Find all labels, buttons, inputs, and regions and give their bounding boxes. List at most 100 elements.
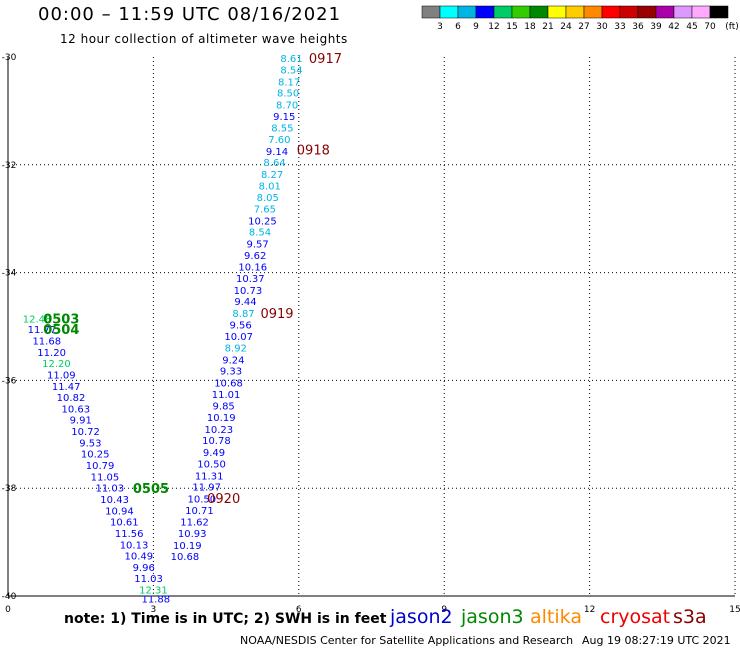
credit-line: NOAA/NESDIS Center for Satellite Applica…	[240, 634, 574, 647]
swh-value-label: 10.25	[248, 216, 277, 227]
swh-value-label: 9.44	[234, 297, 256, 308]
x-tick-label: 6	[296, 605, 302, 615]
color-scale-label: 36	[632, 22, 644, 32]
color-scale-label: 6	[455, 22, 461, 32]
color-scale-label: 3	[437, 22, 443, 32]
color-scale-swatch	[709, 5, 729, 19]
color-scale-swatch	[619, 5, 639, 19]
x-tick-label: 0	[5, 605, 11, 615]
mission-cryosat: cryosat	[600, 606, 671, 628]
swh-value-label: 8.87	[232, 309, 254, 320]
color-scale-swatch	[511, 5, 531, 19]
swh-value-label: 8.92	[225, 344, 247, 355]
pass-time-annotation: 0919	[260, 307, 293, 322]
swh-value-label: 10.23	[205, 425, 234, 436]
color-scale-swatch	[637, 5, 657, 19]
color-scale-label: 70	[704, 22, 716, 32]
y-tick-label: -38	[2, 484, 17, 494]
swh-value-label: 8.54	[249, 228, 271, 239]
pass-time-annotation: 0918	[297, 144, 330, 159]
swh-value-label: 11.01	[212, 390, 241, 401]
color-scale-swatch	[421, 5, 441, 19]
color-scale-swatch	[439, 5, 459, 19]
swh-value-label: 10.71	[185, 506, 214, 517]
swh-value-label: 11.88	[142, 595, 171, 606]
swh-value-label: 9.24	[222, 355, 244, 366]
color-scale-label: 30	[596, 22, 608, 32]
swh-value-label: 11.77	[28, 325, 57, 336]
chart-axes: 0 3 6 9 12 15 -30 -32 -34 -36 -38 -40	[2, 53, 740, 615]
swh-value-label: 11.05	[91, 472, 120, 483]
chart-title: 00:00 – 11:59 UTC 08/16/2021	[38, 4, 342, 25]
swh-value-label: 10.63	[62, 404, 91, 415]
color-scale-label: 18	[524, 22, 536, 32]
swh-value-label: 11.20	[37, 348, 66, 359]
color-scale-label: 33	[614, 22, 625, 32]
pass-time-annotation: 0504	[43, 323, 79, 338]
swh-value-label: 11.56	[115, 529, 144, 540]
color-scale-label: 24	[560, 22, 572, 32]
color-scale-unit: (ft)	[725, 22, 739, 32]
swh-value-label: 9.62	[244, 251, 266, 262]
swh-value-label: 8.70	[276, 100, 298, 111]
swh-value-label: 10.93	[178, 529, 207, 540]
color-scale-swatch	[691, 5, 711, 19]
swh-value-label: 8.17	[278, 77, 300, 88]
swh-value-label: 10.68	[214, 379, 243, 390]
swh-value-label: 9.56	[230, 320, 252, 331]
generation-timestamp: Aug 19 08:27:19 UTC 2021	[582, 634, 731, 647]
chart-data-labels: 8.618.548.178.508.709.158.557.609.148.64…	[23, 52, 342, 606]
swh-value-label: 11.03	[134, 574, 163, 585]
swh-value-label: 10.07	[224, 332, 253, 343]
chart-subtitle: 12 hour collection of altimeter wave hei…	[60, 32, 348, 46]
color-scale-label: 21	[542, 22, 553, 32]
swh-value-label: 10.16	[238, 263, 267, 274]
swh-value-label: 9.14	[266, 147, 288, 158]
pass-time-annotation: 0503	[43, 312, 79, 327]
swh-value-label: 8.50	[277, 89, 299, 100]
swh-value-label: 9.96	[133, 563, 155, 574]
swh-value-label: 8.54	[280, 65, 302, 76]
swh-value-label: 10.13	[120, 540, 149, 551]
swh-value-label: 10.50	[188, 494, 217, 505]
swh-value-label: 10.25	[81, 450, 110, 461]
units-note: note: 1) Time is in UTC; 2) SWH is in fe…	[64, 611, 387, 627]
swh-value-label: 10.19	[173, 541, 202, 552]
swh-value-label: 11.47	[52, 382, 81, 393]
swh-value-label: 10.82	[57, 393, 86, 404]
swh-value-label: 10.72	[71, 427, 100, 438]
color-scale-swatch	[529, 5, 549, 19]
swh-value-label: 9.15	[273, 112, 295, 123]
color-scale-label: 27	[578, 22, 589, 32]
swh-value-label: 8.55	[271, 124, 293, 135]
x-tick-label: 3	[151, 605, 157, 615]
swh-value-label: 10.73	[234, 286, 263, 297]
swh-value-label: 7.60	[268, 135, 290, 146]
swh-value-label: 10.43	[100, 495, 129, 506]
mission-altika: altika	[530, 606, 582, 628]
swh-value-label: 8.64	[263, 158, 285, 169]
swh-value-label: 10.19	[207, 413, 236, 424]
mission-s3a: s3a	[673, 606, 707, 628]
swh-value-label: 7.65	[254, 204, 276, 215]
color-scale-swatch	[673, 5, 693, 19]
swh-value-label: 10.37	[236, 274, 265, 285]
pass-time-annotation: 0920	[207, 492, 240, 507]
swh-value-label: 10.94	[105, 506, 134, 517]
color-scale-swatch	[655, 5, 675, 19]
swh-value-label: 8.05	[257, 193, 279, 204]
y-tick-label: -40	[2, 592, 17, 602]
color-scale-label: 9	[473, 22, 479, 32]
y-tick-label: -34	[2, 269, 17, 279]
swh-value-label: 9.85	[213, 402, 235, 413]
swh-value-label: 9.49	[203, 448, 225, 459]
swh-value-label: 8.01	[259, 181, 281, 192]
color-scale-swatch	[601, 5, 621, 19]
swh-value-label: 10.61	[110, 518, 139, 529]
color-scale-swatch	[547, 5, 567, 19]
swh-value-label: 11.31	[195, 471, 224, 482]
color-scale-label: 39	[650, 22, 662, 32]
y-tick-label: -32	[2, 161, 17, 171]
x-tick-label: 15	[729, 605, 740, 615]
